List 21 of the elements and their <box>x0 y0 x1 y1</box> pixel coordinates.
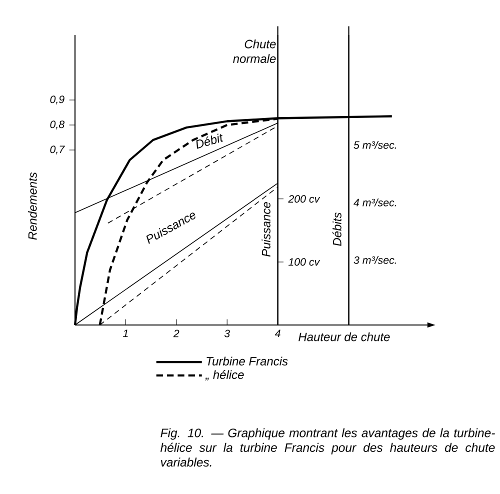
y2-tick-label: 100 cv <box>288 258 320 266</box>
x-axis-title: Hauteur de chute <box>298 332 390 342</box>
y-tick-label: 0,8 <box>50 120 65 130</box>
y3-axis-title: Débits <box>332 212 342 246</box>
x-tick-label: 2 <box>173 330 180 338</box>
x-tick-label: 3 <box>224 330 230 338</box>
y-axis-title: Rendements <box>28 172 37 240</box>
ref-line-label: Chute normale <box>233 39 276 63</box>
y3-tick-label: 5 m³/sec. <box>354 140 396 149</box>
y-tick-label: 0,9 <box>50 96 64 104</box>
y3-tick-label: 3 m³/sec. <box>354 256 396 264</box>
x-tick-label: 4 <box>274 330 280 338</box>
y3-tick-label: 4 m³/sec. <box>354 198 396 206</box>
legend-label: „ hélice <box>205 370 244 380</box>
y-tick-label: 0,7 <box>50 146 65 154</box>
annotation: Débit <box>196 134 223 149</box>
x-tick-label: 1 <box>123 330 128 338</box>
caption: Fig. 10. — Graphique montrant les avantages de la turbine-hélice sur la turbine Francis pour des hauteurs de chute variables. <box>160 428 495 467</box>
legend-label: Turbine Francis <box>206 356 288 366</box>
y2-axis-title: Puissance <box>262 202 270 257</box>
y2-tick-label: 200 cv <box>288 195 320 203</box>
